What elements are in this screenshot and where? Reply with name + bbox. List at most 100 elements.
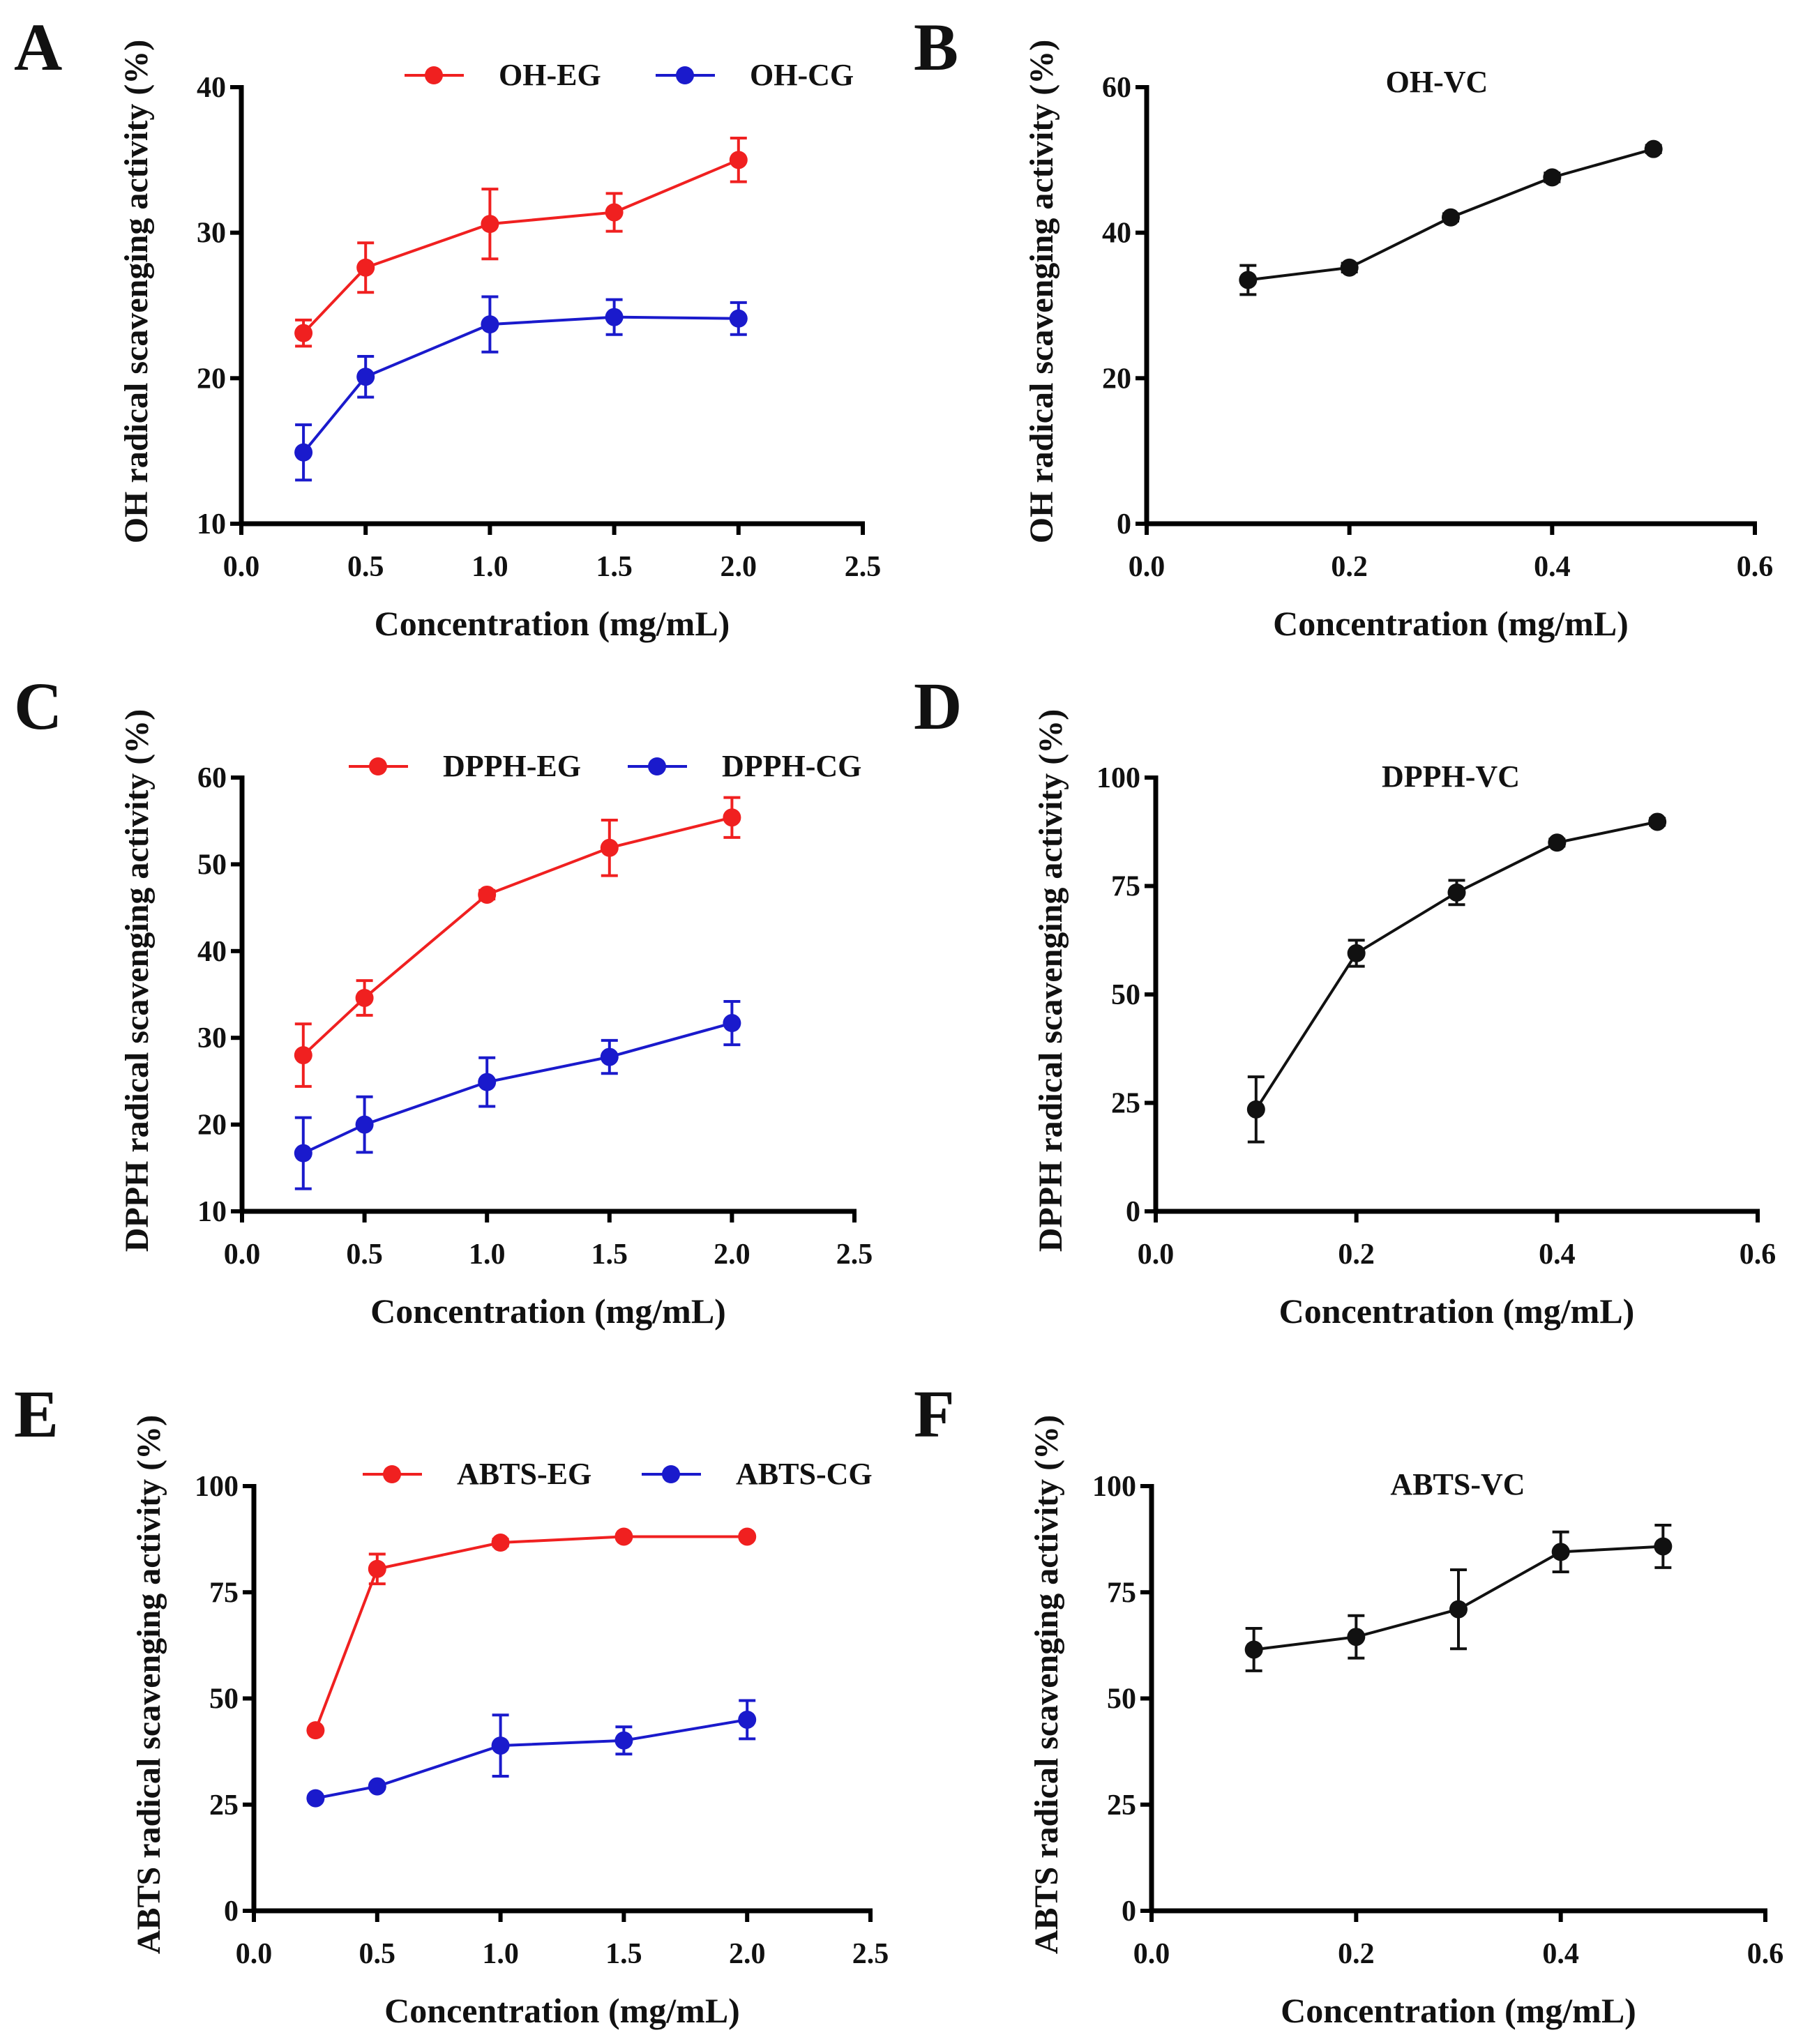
data-point: [294, 1144, 312, 1163]
y-axis-title: DPPH radical scavenging activity (%): [1032, 709, 1069, 1252]
data-point: [356, 368, 375, 386]
x-axis-title: Concentration (mg/mL): [370, 1292, 726, 1331]
panel-d: D 0 25 50 75 100 0.0 0.2 0.4 0.6 Concentration (mg…: [914, 669, 1776, 1331]
data-point: [1244, 1640, 1263, 1659]
y-tick-label: 0: [1122, 1895, 1136, 1928]
legend-entry: OH-EG: [405, 58, 601, 92]
x-tick-label: 1.0: [469, 1239, 506, 1271]
legend-label: ABTS-CG: [736, 1457, 873, 1491]
y-axis-title: OH radical scavenging activity (%): [1023, 40, 1060, 544]
data-point: [723, 1014, 741, 1033]
series-dpph-eg: [294, 796, 741, 1088]
x-tick-label: 1.0: [472, 551, 508, 583]
legend-marker: [383, 1465, 401, 1483]
x-tick-label: 0.0: [1133, 1938, 1170, 1970]
data-point: [294, 324, 313, 342]
y-tick-label: 10: [197, 1196, 227, 1228]
data-point: [1654, 1537, 1673, 1556]
legend-marker: [648, 757, 666, 775]
legend-label: ABTS-EG: [457, 1457, 591, 1491]
legend-marker: [369, 757, 387, 775]
panel-label: B: [914, 10, 958, 84]
y-tick-label: 100: [195, 1471, 239, 1503]
y-axis-title: ABTS radical scavenging activity (%): [1028, 1415, 1065, 1954]
panel-b: B 0 20 40 60 0.0 0.2 0.4 0.6 Concentration (mg/mL…: [914, 10, 1773, 643]
chart-title: OH-VC: [1386, 65, 1488, 99]
series-dpph-cg: [294, 999, 741, 1190]
series-line: [302, 816, 732, 1057]
x-tick-label: 0.6: [1747, 1938, 1784, 1970]
x-tick-label: 0.2: [1338, 1239, 1375, 1271]
data-point: [1442, 208, 1460, 227]
data-point: [306, 1789, 325, 1808]
legend-entry: DPPH-CG: [628, 749, 861, 783]
x-tick-label: 2.0: [729, 1938, 766, 1970]
x-tick-label: 0.5: [347, 551, 384, 583]
panel-f: F 0 25 50 75 100 0.0 0.2 0.4 0.6 Concentration (mg…: [914, 1377, 1783, 2030]
y-tick-label: 60: [197, 762, 227, 794]
x-tick-label: 2.0: [714, 1239, 750, 1271]
data-point: [1644, 139, 1663, 158]
x-tick-label: 2.5: [836, 1239, 873, 1271]
x-tick-label: 0.0: [224, 1239, 261, 1271]
y-tick-label: 0: [224, 1895, 239, 1928]
data-point: [478, 1073, 497, 1091]
y-tick-label: 20: [1102, 363, 1131, 395]
data-point: [368, 1559, 386, 1578]
data-point: [481, 215, 499, 234]
y-tick-label: 100: [1096, 762, 1140, 794]
data-point: [491, 1736, 510, 1755]
y-tick-label: 0: [1126, 1196, 1140, 1228]
series-abts-eg: [306, 1527, 757, 1740]
x-axis-title: Concentration (mg/mL): [384, 1991, 740, 2030]
x-tick-label: 0.0: [236, 1938, 273, 1970]
series-oh-cg: [294, 295, 748, 482]
series-line: [302, 158, 739, 335]
data-point: [1449, 1600, 1468, 1619]
y-tick-label: 50: [1111, 979, 1140, 1011]
x-tick-label: 0.4: [1542, 1938, 1579, 1970]
y-tick-label: 10: [197, 508, 226, 540]
x-tick-label: 0.0: [223, 551, 260, 583]
data-point: [481, 315, 499, 334]
data-point: [729, 309, 748, 328]
legend-entry: DPPH-EG: [349, 749, 581, 783]
panel-a: A 10 20 30 40 0.0 0.5 1.0 1.5 2.0 2.5 Concentration…: [14, 10, 881, 643]
x-tick-label: 0.0: [1129, 551, 1165, 583]
data-point: [614, 1731, 633, 1750]
data-point: [355, 988, 374, 1007]
data-point: [614, 1527, 633, 1546]
y-tick-label: 75: [1107, 1577, 1136, 1609]
y-tick-label: 20: [197, 1110, 227, 1142]
data-point: [1543, 168, 1562, 187]
y-tick-label: 30: [197, 1022, 227, 1054]
series-line: [302, 1022, 732, 1155]
series-oh-vc: [1239, 139, 1663, 296]
y-tick-label: 75: [209, 1577, 239, 1609]
y-tick-label: 75: [1111, 871, 1140, 903]
data-point: [491, 1533, 510, 1552]
data-point: [729, 151, 748, 169]
y-tick-label: 0: [1117, 508, 1131, 540]
x-tick-label: 2.0: [721, 551, 757, 583]
y-tick-label: 40: [197, 72, 226, 104]
data-point: [738, 1710, 757, 1729]
panel-label: D: [914, 669, 962, 743]
legend-label: OH-CG: [750, 58, 854, 92]
data-point: [356, 258, 375, 277]
data-point: [1347, 1628, 1366, 1646]
data-point: [600, 838, 619, 857]
data-point: [478, 885, 497, 904]
x-tick-label: 0.4: [1539, 1239, 1576, 1271]
panel-label: F: [914, 1377, 955, 1451]
panel-e: E 0 25 50 75 100 0.0 0.5 1.0 1.5 2.0 2.5 Concentrati…: [14, 1377, 889, 2030]
x-tick-label: 0.6: [1737, 551, 1774, 583]
y-axis-title: ABTS radical scavenging activity (%): [130, 1415, 167, 1954]
series-abts-cg: [306, 1699, 757, 1808]
data-point: [1548, 833, 1567, 852]
panel-label: E: [14, 1377, 59, 1451]
data-point: [605, 203, 624, 222]
data-point: [1648, 812, 1667, 831]
data-point: [355, 1115, 374, 1134]
